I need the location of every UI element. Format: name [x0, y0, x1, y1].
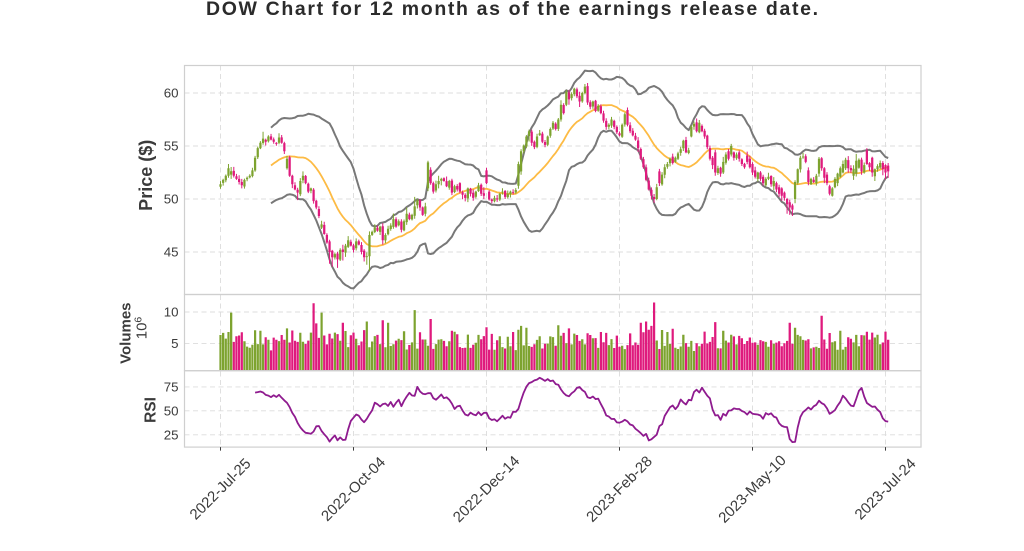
svg-text:5: 5 [171, 336, 178, 351]
svg-text:RSI: RSI [142, 397, 159, 423]
svg-text:Price ($): Price ($) [136, 140, 156, 211]
svg-text:45: 45 [164, 245, 179, 260]
svg-text:Volumes: Volumes [118, 302, 135, 363]
svg-text:55: 55 [164, 139, 179, 154]
svg-text:10: 10 [164, 305, 179, 320]
svg-text:50: 50 [164, 192, 179, 207]
svg-text:60: 60 [164, 86, 179, 101]
svg-text:75: 75 [164, 379, 179, 394]
svg-text:50: 50 [164, 403, 179, 418]
svg-text:DOW Chart for 12 month as of t: DOW Chart for 12 month as of the earning… [206, 0, 818, 20]
svg-text:25: 25 [164, 427, 179, 442]
